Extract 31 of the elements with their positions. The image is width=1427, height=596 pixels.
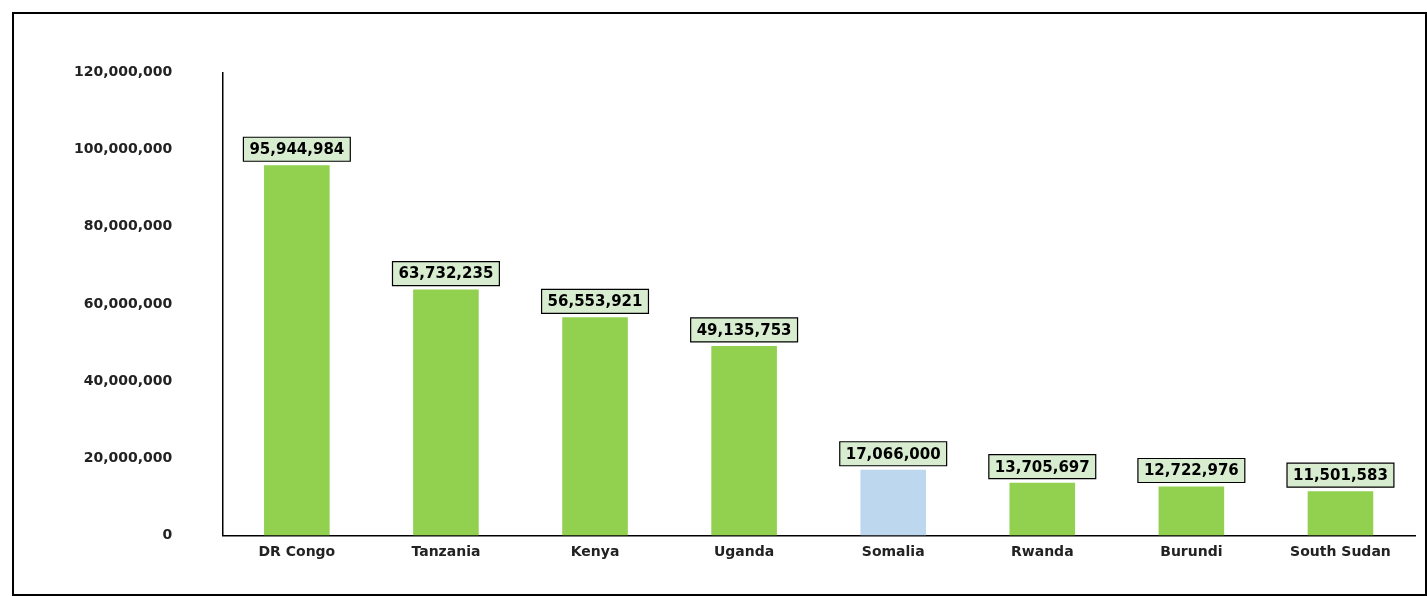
y-tick-label: 100,000,000 [74, 140, 173, 157]
data-label: 49,135,753 [696, 320, 792, 339]
x-tick-label: Burundi [1160, 542, 1223, 559]
x-tick-label: Uganda [713, 542, 775, 559]
x-tick-label: DR Congo [258, 542, 336, 559]
y-tick-label: 80,000,000 [83, 217, 173, 234]
bar [711, 345, 777, 536]
data-label: 56,553,921 [547, 292, 643, 311]
bar [264, 165, 330, 536]
y-tick-label: 0 [162, 526, 173, 543]
x-tick-label: Kenya [570, 542, 620, 559]
y-tick-label: 40,000,000 [83, 371, 173, 388]
bar [1009, 482, 1076, 536]
y-tick-label: 60,000,000 [83, 294, 173, 311]
bar [1307, 491, 1374, 536]
bar [860, 469, 926, 536]
data-label: 11,501,583 [1293, 466, 1388, 485]
data-label: 13,705,697 [994, 457, 1090, 476]
x-tick-label: Rwanda [1010, 542, 1074, 559]
bar [562, 317, 628, 536]
data-label: 95,944,984 [249, 140, 345, 159]
y-tick-label: 20,000,000 [83, 449, 173, 466]
bar [1158, 486, 1225, 536]
x-tick-label: Somalia [861, 542, 925, 559]
x-tick-label: Tanzania [411, 542, 481, 559]
bar [413, 289, 479, 536]
data-label: 17,066,000 [845, 444, 941, 463]
y-tick-label: 120,000,000 [74, 63, 173, 80]
data-label: 12,722,976 [1143, 461, 1239, 480]
x-tick-label: South Sudan [1290, 542, 1391, 559]
data-label: 63,732,235 [398, 264, 494, 283]
